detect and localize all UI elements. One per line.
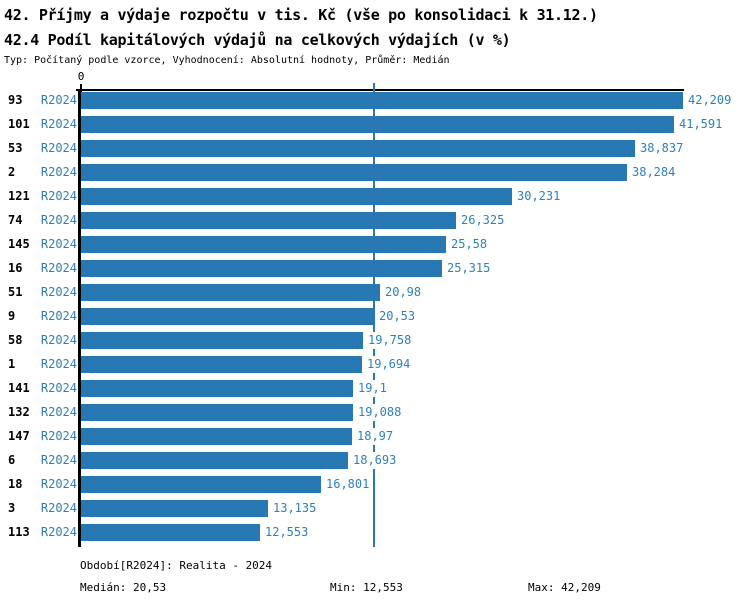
- bar-value-label: 42,209: [686, 92, 734, 109]
- row-series-label: R2024: [40, 237, 77, 251]
- bar: [81, 188, 512, 205]
- bar-value-label: 13,135: [271, 500, 319, 517]
- x-axis-zero-label: 0: [77, 70, 85, 83]
- bar: [81, 164, 627, 181]
- bar-value-label: 18,97: [355, 428, 396, 445]
- bar: [81, 212, 456, 229]
- bar-value-label: 20,98: [383, 284, 424, 301]
- bar: [81, 92, 683, 109]
- bar: [81, 404, 353, 421]
- row-series-label: R2024: [40, 333, 77, 347]
- bar-value-label: 38,837: [638, 140, 686, 157]
- row-category-label: 93: [8, 93, 23, 107]
- bar-value-label: 12,553: [263, 524, 311, 541]
- row-category-label: 18: [8, 477, 23, 491]
- row-category-label: 141: [8, 381, 30, 395]
- row-category-label: 9: [8, 309, 16, 323]
- bar: [81, 260, 442, 277]
- footer-median-label: Medián: 20,53: [80, 581, 167, 594]
- row-category-label: 53: [8, 141, 23, 155]
- bar: [81, 236, 446, 253]
- bar: [81, 284, 380, 301]
- row-category-label: 6: [8, 453, 16, 467]
- row-series-label: R2024: [40, 501, 77, 515]
- bar-value-label: 16,801: [324, 476, 372, 493]
- page-title-line2: 42.4 Podíl kapitálových výdajů na celkov…: [4, 31, 511, 49]
- bar-value-label: 30,231: [515, 188, 563, 205]
- row-category-label: 145: [8, 237, 30, 251]
- chart-subtitle: Typ: Počítaný podle vzorce, Vyhodnocení:…: [4, 55, 450, 66]
- bar-value-label: 38,284: [630, 164, 678, 181]
- row-series-label: R2024: [40, 405, 77, 419]
- row-category-label: 51: [8, 285, 23, 299]
- row-series-label: R2024: [40, 381, 77, 395]
- footer-min-label: Min: 12,553: [330, 581, 403, 594]
- bar: [81, 428, 352, 445]
- row-series-label: R2024: [40, 285, 77, 299]
- row-category-label: 16: [8, 261, 23, 275]
- row-series-label: R2024: [40, 93, 77, 107]
- row-series-label: R2024: [40, 357, 77, 371]
- row-series-label: R2024: [40, 165, 77, 179]
- bar-value-label: 18,693: [351, 452, 399, 469]
- row-category-label: 132: [8, 405, 30, 419]
- row-category-label: 101: [8, 117, 30, 131]
- row-category-label: 58: [8, 333, 23, 347]
- page-title-line1: 42. Příjmy a výdaje rozpočtu v tis. Kč (…: [4, 6, 598, 24]
- bar-value-label: 20,53: [377, 308, 418, 325]
- row-category-label: 74: [8, 213, 23, 227]
- median-line: [373, 83, 375, 547]
- bar-value-label: 19,758: [366, 332, 414, 349]
- bar: [81, 356, 362, 373]
- row-series-label: R2024: [40, 261, 77, 275]
- row-category-label: 147: [8, 429, 30, 443]
- x-axis-line: [76, 89, 684, 91]
- bar: [81, 452, 348, 469]
- bar-value-label: 19,694: [365, 356, 413, 373]
- row-series-label: R2024: [40, 117, 77, 131]
- bar: [81, 476, 321, 493]
- bar: [81, 116, 674, 133]
- footer-max-label: Max: 42,209: [528, 581, 601, 594]
- row-category-label: 3: [8, 501, 16, 515]
- bar-value-label: 19,1: [356, 380, 389, 397]
- bar-value-label: 41,591: [677, 116, 725, 133]
- row-series-label: R2024: [40, 453, 77, 467]
- bar-value-label: 26,325: [459, 212, 507, 229]
- bar: [81, 140, 635, 157]
- row-series-label: R2024: [40, 213, 77, 227]
- y-axis-line: [78, 89, 81, 547]
- row-series-label: R2024: [40, 189, 77, 203]
- bar: [81, 308, 374, 325]
- bar: [81, 500, 268, 517]
- bar-value-label: 19,088: [356, 404, 404, 421]
- footer-period-label: Období[R2024]: Realita - 2024: [80, 559, 273, 572]
- row-category-label: 2: [8, 165, 16, 179]
- bar: [81, 380, 353, 397]
- row-series-label: R2024: [40, 309, 77, 323]
- row-category-label: 121: [8, 189, 30, 203]
- row-category-label: 113: [8, 525, 30, 539]
- bar: [81, 332, 363, 349]
- bar: [81, 524, 260, 541]
- row-series-label: R2024: [40, 525, 77, 539]
- row-series-label: R2024: [40, 477, 77, 491]
- row-category-label: 1: [8, 357, 16, 371]
- bar-value-label: 25,58: [449, 236, 490, 253]
- row-series-label: R2024: [40, 429, 77, 443]
- bar-value-label: 25,315: [445, 260, 493, 277]
- row-series-label: R2024: [40, 141, 77, 155]
